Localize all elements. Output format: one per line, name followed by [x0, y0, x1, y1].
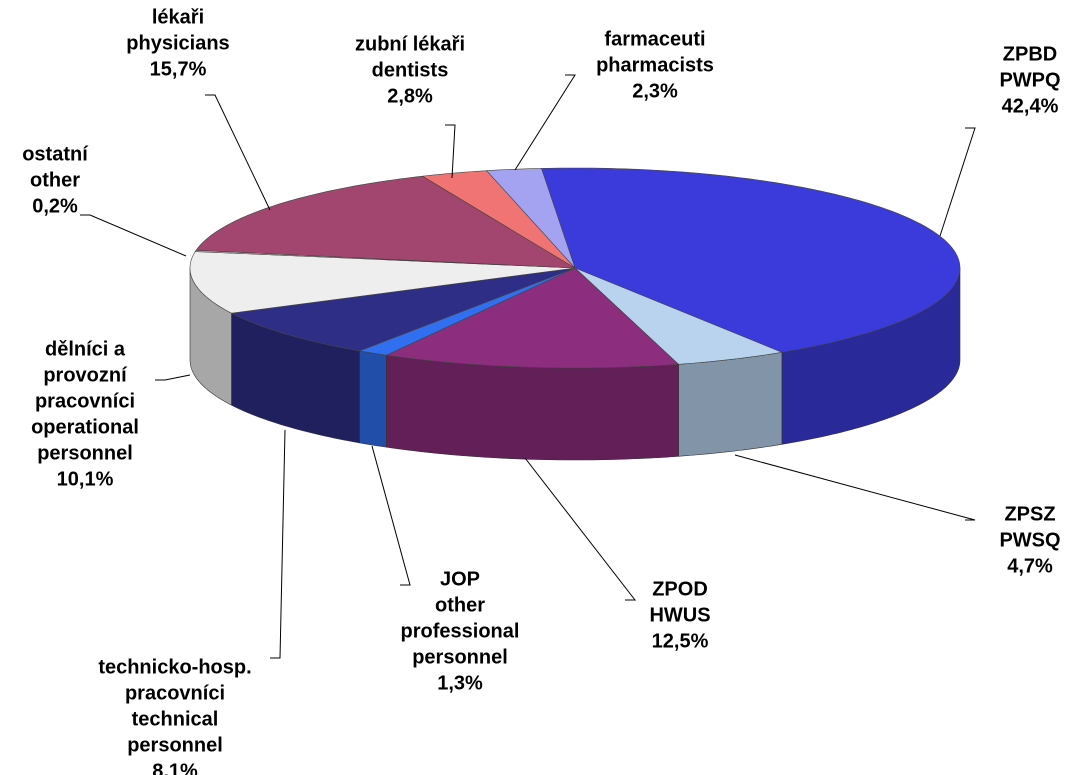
value-label: 1,3%	[437, 672, 483, 694]
slice	[385, 267, 680, 369]
slice-label: personnel	[37, 442, 133, 464]
slice	[189, 251, 576, 314]
slice-label: other	[30, 169, 80, 191]
slice-label: pracovníci	[35, 390, 135, 412]
leader-line	[524, 457, 637, 601]
slice	[230, 267, 576, 352]
value-label: 4,7%	[1007, 555, 1053, 577]
leader-line	[734, 454, 976, 521]
slice-label: professional	[401, 620, 520, 642]
slice	[421, 170, 576, 269]
slice-label: farmaceuti	[604, 28, 705, 50]
slice-label: technical	[132, 708, 219, 730]
leader-line	[939, 127, 976, 237]
value-label: 15,7%	[150, 58, 207, 80]
slice-label: PWPQ	[999, 69, 1060, 91]
slice-side	[678, 351, 783, 457]
slice-label: dělníci a	[45, 338, 126, 360]
slice-label: other	[435, 594, 485, 616]
value-label: 10,1%	[57, 468, 114, 490]
value-label: 42,4%	[1002, 95, 1059, 117]
slice-label: lékaři	[152, 6, 204, 28]
slice-label: pharmacists	[596, 54, 714, 76]
slice-label: JOP	[440, 568, 480, 590]
slice-label: operational	[31, 416, 139, 438]
slice-label: provozní	[43, 364, 128, 386]
value-label: 12,5%	[652, 630, 709, 652]
slice	[574, 267, 784, 365]
slice-label: personnel	[127, 734, 223, 756]
slice-label: dentists	[372, 59, 449, 81]
leader-line	[155, 374, 191, 381]
value-label: 8,1%	[152, 760, 198, 775]
leader-line	[371, 445, 411, 586]
slice-label: zubní lékaři	[355, 33, 465, 55]
slice	[485, 168, 576, 269]
slice-side	[359, 350, 387, 448]
leader-line	[445, 124, 456, 179]
value-label: 0,2%	[32, 195, 78, 217]
slice-label: HWUS	[649, 604, 710, 626]
slice-label: personnel	[412, 646, 508, 668]
slice	[358, 267, 576, 356]
slice-label: ZPSZ	[1004, 503, 1055, 525]
leader-line	[80, 214, 187, 257]
value-label: 2,8%	[387, 85, 433, 107]
slice-label: physicians	[126, 32, 229, 54]
slice-side	[386, 354, 679, 461]
leader-line	[270, 429, 286, 659]
value-label: 2,3%	[632, 80, 678, 102]
leader-line	[205, 94, 271, 211]
slice-label: pracovníci	[125, 682, 225, 704]
slice-label: technicko-hosp.	[98, 656, 251, 678]
slice-label: PWSQ	[999, 529, 1060, 551]
slice-label: ZPBD	[1003, 43, 1057, 65]
slice-label: ostatní	[22, 143, 89, 165]
leader-line	[514, 74, 576, 171]
slice-label: ZPOD	[652, 578, 708, 600]
slice	[195, 175, 576, 269]
